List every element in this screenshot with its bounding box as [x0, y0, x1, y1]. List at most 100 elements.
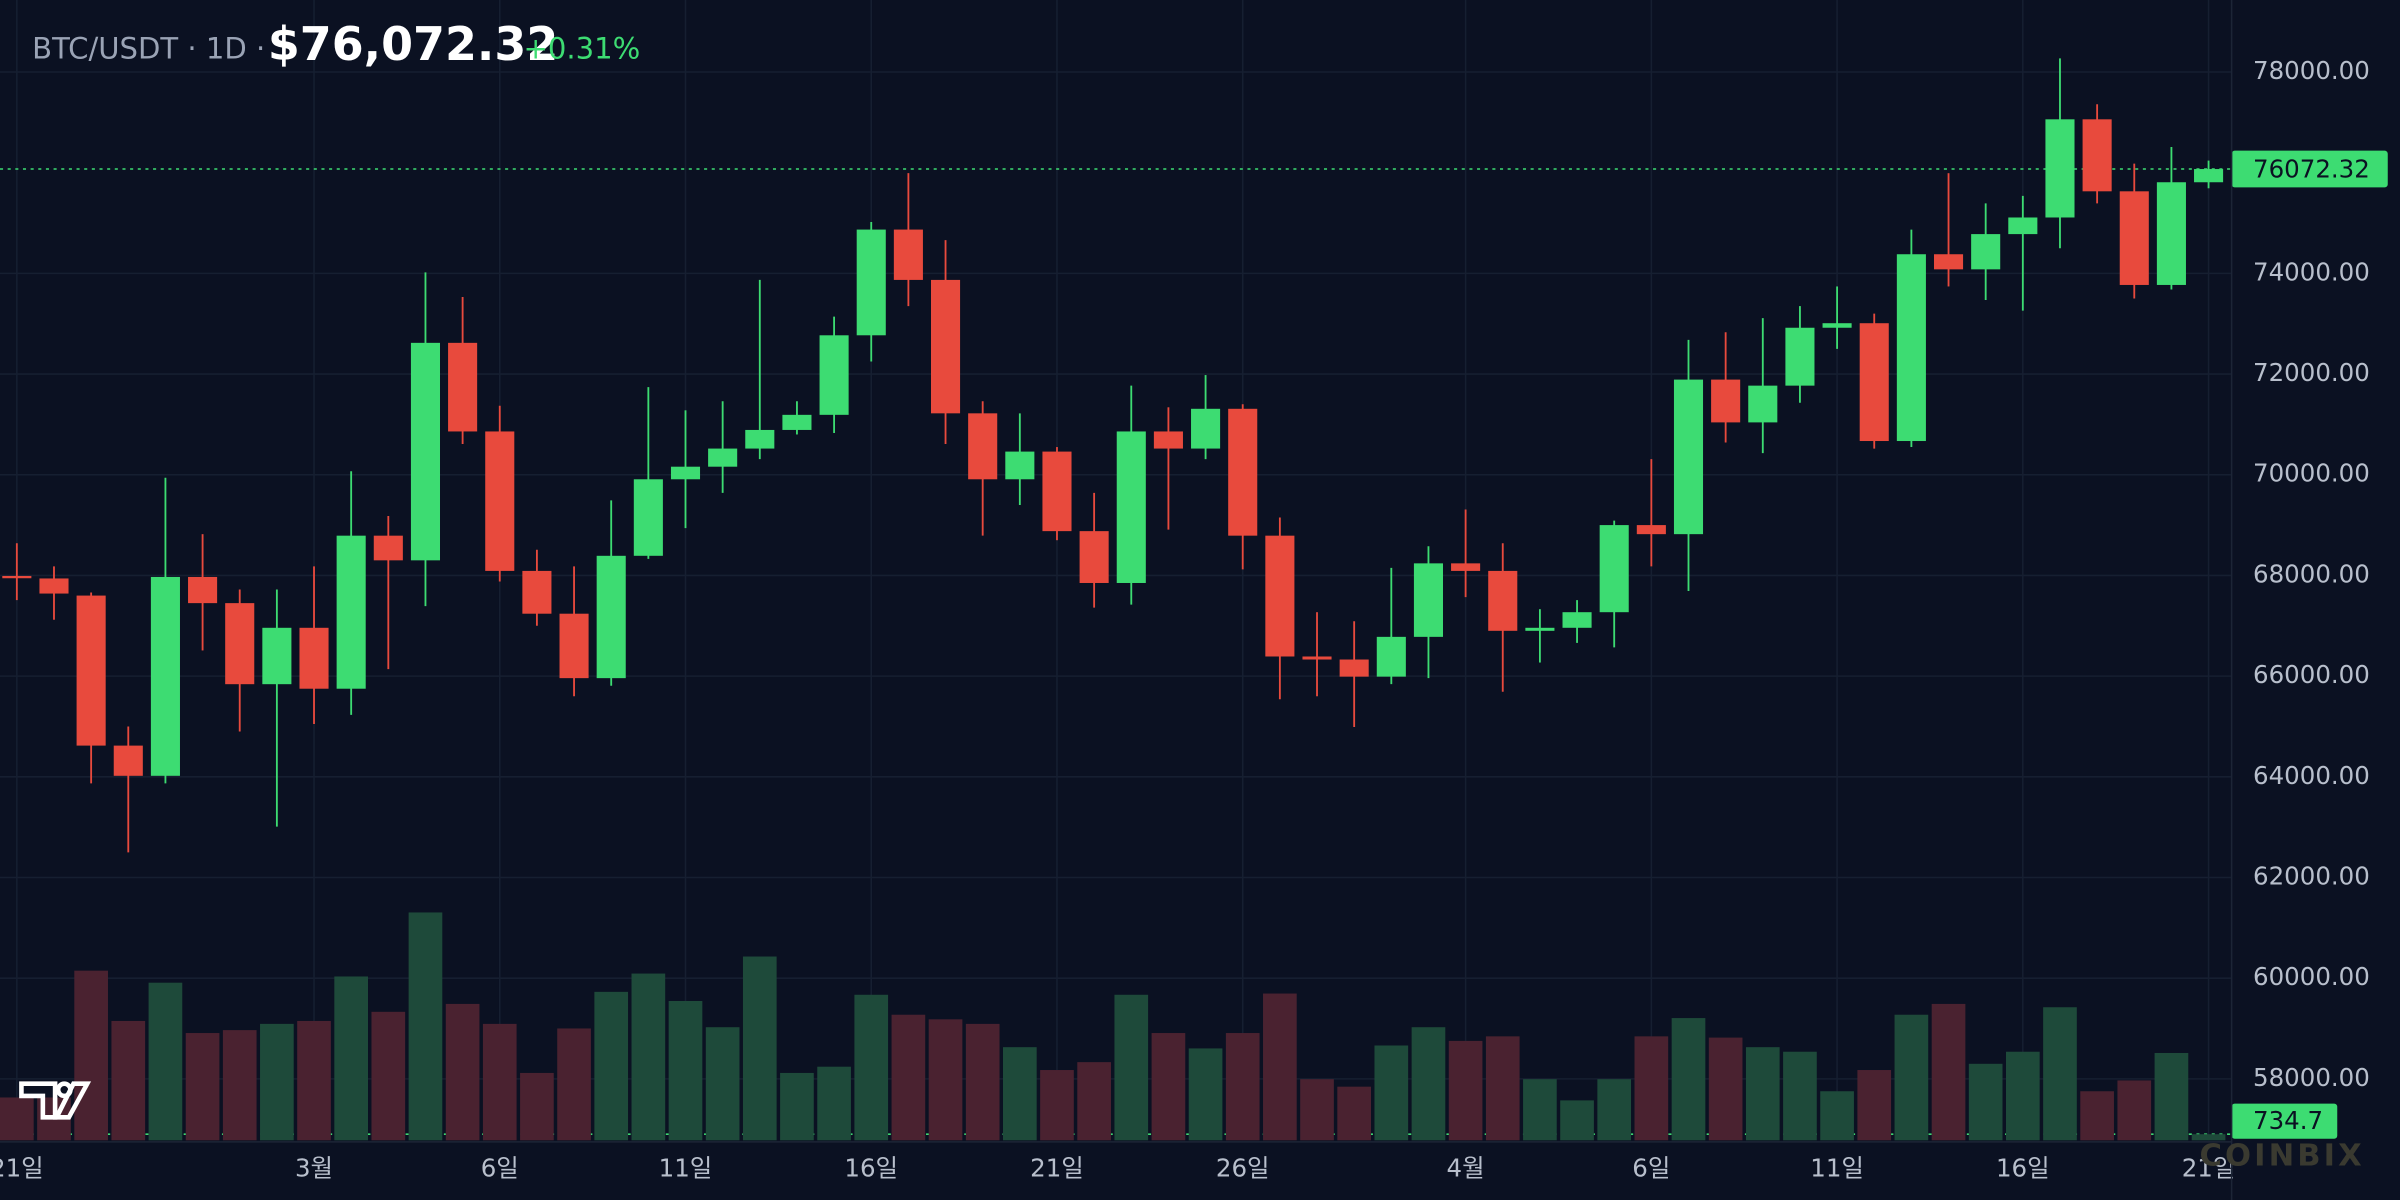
tradingview-logo [19, 1081, 92, 1120]
candle-body [893, 229, 923, 280]
x-tick-label: 21일 [0, 1153, 44, 1182]
candle-body [1488, 570, 1518, 631]
candle-body [708, 448, 738, 467]
y-tick-label: 62000.00 [2253, 862, 2370, 891]
y-tick-label: 66000.00 [2253, 660, 2370, 689]
volume-pane [0, 912, 2226, 1141]
candle-body [596, 555, 626, 679]
candles [2, 58, 2224, 853]
volume-bar [185, 1033, 220, 1141]
candle-body [1636, 525, 1666, 535]
volume-bar [1597, 1079, 1632, 1141]
last-volume-tag [2231, 1103, 2338, 1139]
volume-bar [780, 1072, 814, 1141]
volume-bar [148, 982, 183, 1141]
candle-body [2194, 169, 2224, 183]
candle-body [1971, 234, 2001, 270]
volume-bar [1040, 1070, 1074, 1141]
last-price-tag [2231, 150, 2388, 188]
volume-bar [557, 1028, 591, 1141]
volume-bar [74, 970, 108, 1141]
volume-bar [222, 1030, 257, 1141]
candle-body [1302, 656, 1332, 660]
candle-body [262, 627, 292, 685]
volume-bar [1374, 1045, 1409, 1141]
y-tick-label: 60000.00 [2253, 962, 2370, 991]
candle-body [930, 279, 961, 414]
candle-body [1413, 563, 1443, 637]
volume-bar [2154, 1052, 2189, 1141]
volume-bar [705, 1027, 740, 1141]
candle-body [1933, 254, 1964, 270]
volume-bar [2191, 1134, 2226, 1141]
volume-bar [631, 973, 666, 1141]
volume-bar [1671, 1018, 1706, 1141]
candle-body [1599, 525, 1629, 613]
watermark: COINBIX [2200, 1139, 2365, 1174]
volume-bar [1783, 1051, 1817, 1141]
candle-body [2, 575, 32, 579]
y-tick-label: 68000.00 [2253, 559, 2370, 588]
candle-body [1673, 379, 1704, 535]
candle-body [188, 576, 218, 604]
volume-bar [1337, 1086, 1371, 1141]
last-price-label: 76072.32 [2253, 155, 2370, 184]
x-tick-label: 6일 [1632, 1153, 1670, 1182]
candle-body [856, 229, 886, 336]
candle-body [819, 335, 849, 415]
volume-bar [1188, 1048, 1223, 1141]
x-tick-label: 4월 [1447, 1153, 1485, 1182]
candle-body [1191, 408, 1221, 449]
volume-bar [1634, 1036, 1669, 1141]
volume-bar [482, 1023, 517, 1141]
volume-bar [2117, 1080, 2152, 1141]
x-tick-label: 21일 [1030, 1153, 1084, 1182]
candle-body [522, 570, 552, 614]
candle-body [1822, 323, 1852, 328]
volume-bar [1300, 1079, 1334, 1141]
candle-body [299, 627, 329, 689]
header-price: $76,072.32 [268, 17, 558, 71]
volume-bar [371, 1011, 406, 1141]
header-change: +0.31% [523, 32, 640, 66]
x-tick-label: 16일 [844, 1153, 898, 1182]
x-tick-label: 3월 [295, 1153, 333, 1182]
volume-bar [1857, 1070, 1892, 1141]
candle-body [1376, 636, 1406, 677]
volume-bar [1931, 1003, 1966, 1141]
candle-body [1748, 385, 1778, 423]
candle-body [670, 466, 701, 480]
volume-bar [1485, 1036, 1520, 1141]
volume-bar [1077, 1062, 1111, 1141]
volume-bar [817, 1066, 851, 1141]
candle-body [336, 535, 366, 689]
candle-body [373, 535, 403, 561]
volume-bar [445, 1003, 480, 1141]
volume-bar [1151, 1033, 1186, 1141]
volume-bar [111, 1020, 146, 1141]
volume-bar [1448, 1040, 1483, 1141]
volume-bar [2005, 1051, 2040, 1141]
candle-body [559, 613, 589, 679]
candle-body [968, 413, 998, 480]
volume-bar [520, 1072, 554, 1141]
candle-body [113, 745, 143, 776]
logo-part [52, 1081, 92, 1120]
candle-body [1265, 535, 1295, 657]
volume-bar [1523, 1079, 1557, 1141]
candle-body [1896, 254, 1926, 442]
candle-body [150, 576, 180, 776]
candle-body [1228, 408, 1258, 536]
y-tick-label: 58000.00 [2253, 1063, 2370, 1092]
candle-body [485, 431, 515, 571]
candle-body [1079, 531, 1109, 583]
candle-body [1859, 323, 1889, 442]
candle-body [2082, 119, 2112, 192]
candle-body [2119, 191, 2149, 285]
volume-bar [594, 991, 629, 1141]
logo-part [19, 1081, 58, 1120]
volume-bar [928, 1019, 963, 1141]
volume-bar [2080, 1091, 2114, 1141]
candle-body [1153, 431, 1183, 449]
candle-body [782, 414, 812, 430]
